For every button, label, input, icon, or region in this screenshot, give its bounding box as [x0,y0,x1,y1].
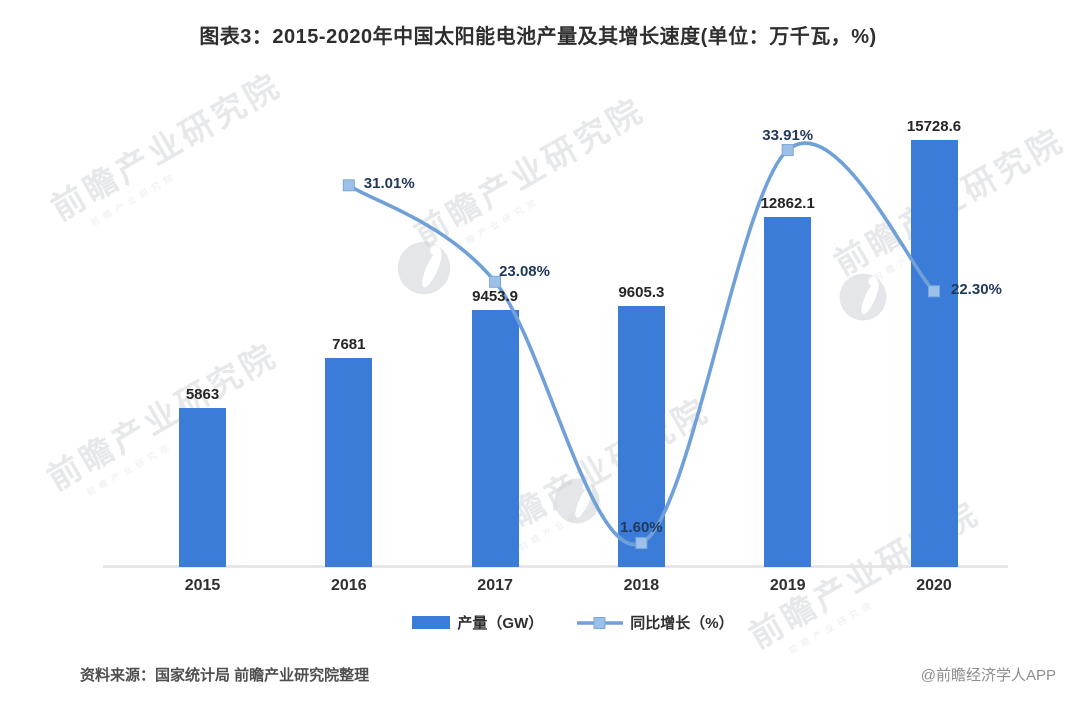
x-axis-label: 2016 [331,577,367,594]
legend: 产量（GW） 同比增长（%） [35,612,1076,633]
bar-value-label: 15728.6 [906,117,962,135]
legend-item-growth: 同比增长（%） [577,612,734,633]
legend-item-production: 产量（GW） [412,612,543,633]
bar-value-label: 9605.3 [618,283,665,301]
bar-2017 [471,310,519,567]
bar-2016 [325,358,373,567]
legend-line-label: 同比增长（%） [630,615,734,632]
legend-bar-swatch-icon [412,616,451,629]
line-marker [928,285,940,298]
bar-value-label: 12862.1 [760,195,815,213]
growth-value-label: 31.01% [363,175,415,193]
bar-value-label: 5863 [185,385,220,403]
x-axis-line [103,565,1008,568]
bar-2015 [179,407,226,567]
line-marker [635,537,648,550]
legend-line-swatch-icon [577,616,624,629]
bar-2019 [764,217,812,567]
line-marker [489,275,502,288]
legend-bar-label: 产量（GW） [457,615,544,632]
growth-value-label: 23.08% [499,262,550,280]
growth-value-label: 22.30% [951,281,1002,299]
credit-note: @前瞻经济学人APP [920,667,1056,684]
x-axis-label: 2019 [769,577,806,594]
bar-value-label: 9453.9 [472,288,519,306]
chart-title: 图表3：2015-2020年中国太阳能电池产量及其增长速度(单位：万千瓦，%) [199,26,877,48]
line-marker [342,179,355,192]
growth-line [347,141,936,547]
x-axis-label: 2020 [916,577,952,594]
source-note: 资料来源：国家统计局 前瞻产业研究院整理 [80,667,370,684]
growth-value-label: 1.60% [620,519,663,537]
bar-value-label: 7681 [332,336,366,354]
bar-2020 [910,139,958,567]
line-marker [781,144,794,157]
x-axis-label: 2015 [184,577,221,594]
growth-value-label: 33.91% [762,127,814,145]
x-axis-label: 2017 [477,577,513,594]
x-axis-label: 2018 [623,577,660,594]
